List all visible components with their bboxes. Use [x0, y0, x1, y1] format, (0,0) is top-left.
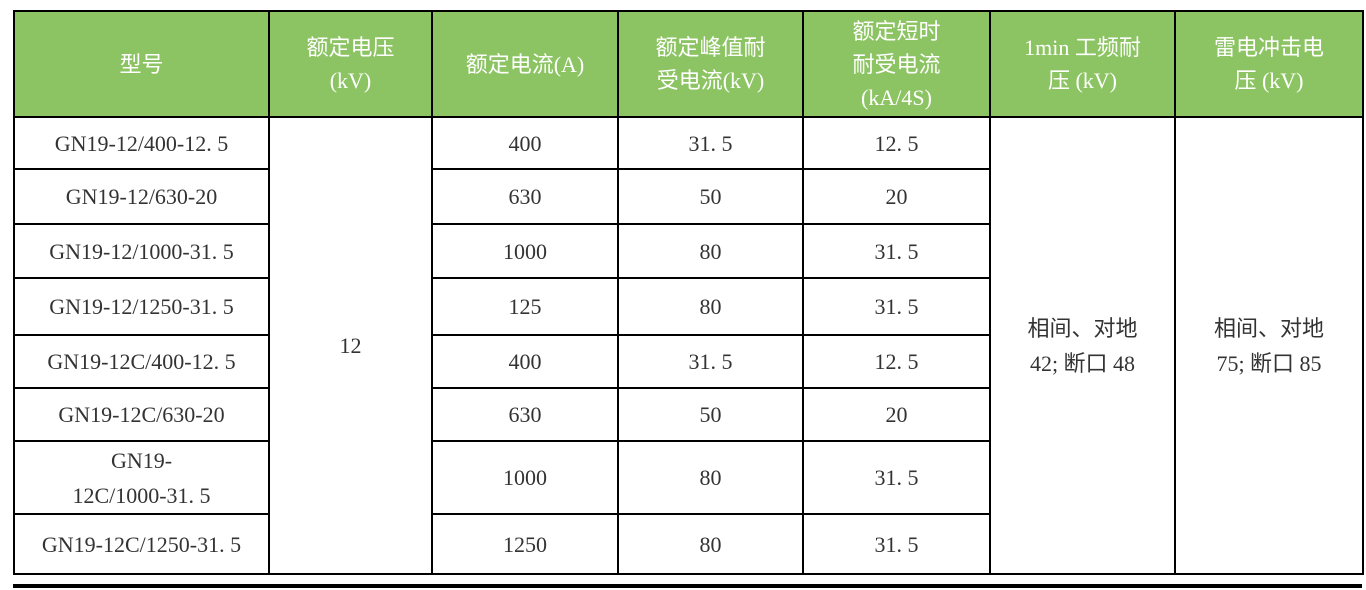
- table-row: GN19-12C/630-20 630 50 20: [13, 387, 1363, 442]
- table-row: GN19- 12C/1000-31. 5 1000 80 31. 5: [13, 440, 1363, 515]
- model-cell: GN19-12C/630-20: [13, 387, 270, 442]
- model-cell: GN19-12C/1250-31. 5: [13, 513, 270, 575]
- table-row: GN19-12/400-12. 5 12 400 31. 5 12. 5 相间、…: [13, 116, 1364, 575]
- model-cell: GN19-12/630-20: [13, 168, 270, 225]
- peak-cell: 80: [617, 277, 804, 336]
- header-rated-voltage: 额定电压 (kV): [268, 10, 433, 118]
- table-header-row: 型号 额定电压 (kV) 额定电流(A) 额定峰值耐 受电流(kV) 额定短时 …: [13, 10, 1364, 118]
- short-time-cell: 31. 5: [802, 223, 991, 279]
- short-time-cell: 31. 5: [802, 440, 991, 515]
- peak-cell: 80: [617, 223, 804, 279]
- current-cell: 400: [431, 334, 619, 389]
- model-cell: GN19-12/1250-31. 5: [13, 277, 270, 336]
- peak-cell: 50: [617, 168, 804, 225]
- spec-table: 型号 额定电压 (kV) 额定电流(A) 额定峰值耐 受电流(kV) 额定短时 …: [13, 10, 1364, 575]
- current-cell: 630: [431, 168, 619, 225]
- peak-cell: 31. 5: [617, 334, 804, 389]
- header-peak-withstand: 额定峰值耐 受电流(kV): [617, 10, 804, 118]
- current-cell: 125: [431, 277, 619, 336]
- model-cell: GN19-12/400-12. 5: [13, 116, 270, 170]
- peak-cell: 50: [617, 387, 804, 442]
- short-time-cell: 31. 5: [802, 277, 991, 336]
- short-time-cell: 31. 5: [802, 513, 991, 575]
- header-short-time-withstand: 额定短时 耐受电流 (kA/4S): [802, 10, 991, 118]
- peak-cell: 80: [617, 513, 804, 575]
- current-cell: 1000: [431, 440, 619, 515]
- table-row: GN19-12C/400-12. 5 400 31. 5 12. 5: [13, 334, 1363, 389]
- peak-cell: 31. 5: [617, 116, 804, 170]
- short-time-cell: 12. 5: [802, 116, 991, 170]
- header-rated-current: 额定电流(A): [431, 10, 619, 118]
- short-time-cell: 20: [802, 168, 991, 225]
- peak-cell: 80: [617, 440, 804, 515]
- power-freq-merged-cell: 相间、对地 42; 断口 48: [989, 116, 1176, 575]
- lightning-impulse-merged-cell: 相间、对地 75; 断口 85: [1174, 116, 1364, 575]
- current-cell: 1000: [431, 223, 619, 279]
- model-cell: GN19- 12C/1000-31. 5: [13, 440, 270, 515]
- short-time-cell: 20: [802, 387, 991, 442]
- table-row: GN19-12/630-20 630 50 20: [13, 168, 1363, 225]
- header-model: 型号: [13, 10, 270, 118]
- model-cell: GN19-12/1000-31. 5: [13, 223, 270, 279]
- table-row: GN19-12C/1250-31. 5 1250 80 31. 5: [13, 513, 1363, 575]
- header-power-freq-withstand: 1min 工频耐 压 (kV): [989, 10, 1176, 118]
- table-row: GN19-12/1000-31. 5 1000 80 31. 5: [13, 223, 1363, 279]
- bottom-divider: [13, 584, 1362, 588]
- current-cell: 630: [431, 387, 619, 442]
- model-cell: GN19-12C/400-12. 5: [13, 334, 270, 389]
- current-cell: 400: [431, 116, 619, 170]
- header-lightning-impulse: 雷电冲击电 压 (kV): [1174, 10, 1364, 118]
- current-cell: 1250: [431, 513, 619, 575]
- short-time-cell: 12. 5: [802, 334, 991, 389]
- table-row: GN19-12/1250-31. 5 125 80 31. 5: [13, 277, 1363, 336]
- rated-voltage-merged-cell: 12: [268, 116, 433, 575]
